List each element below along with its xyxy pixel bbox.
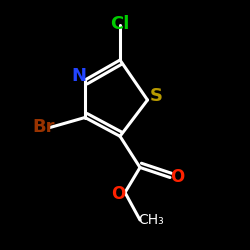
Text: N: N: [71, 67, 86, 85]
Text: O: O: [112, 185, 126, 203]
Text: S: S: [150, 87, 163, 105]
Text: Br: Br: [32, 118, 55, 136]
Text: Cl: Cl: [110, 15, 130, 33]
Text: O: O: [170, 168, 185, 186]
Text: CH₃: CH₃: [138, 213, 164, 227]
